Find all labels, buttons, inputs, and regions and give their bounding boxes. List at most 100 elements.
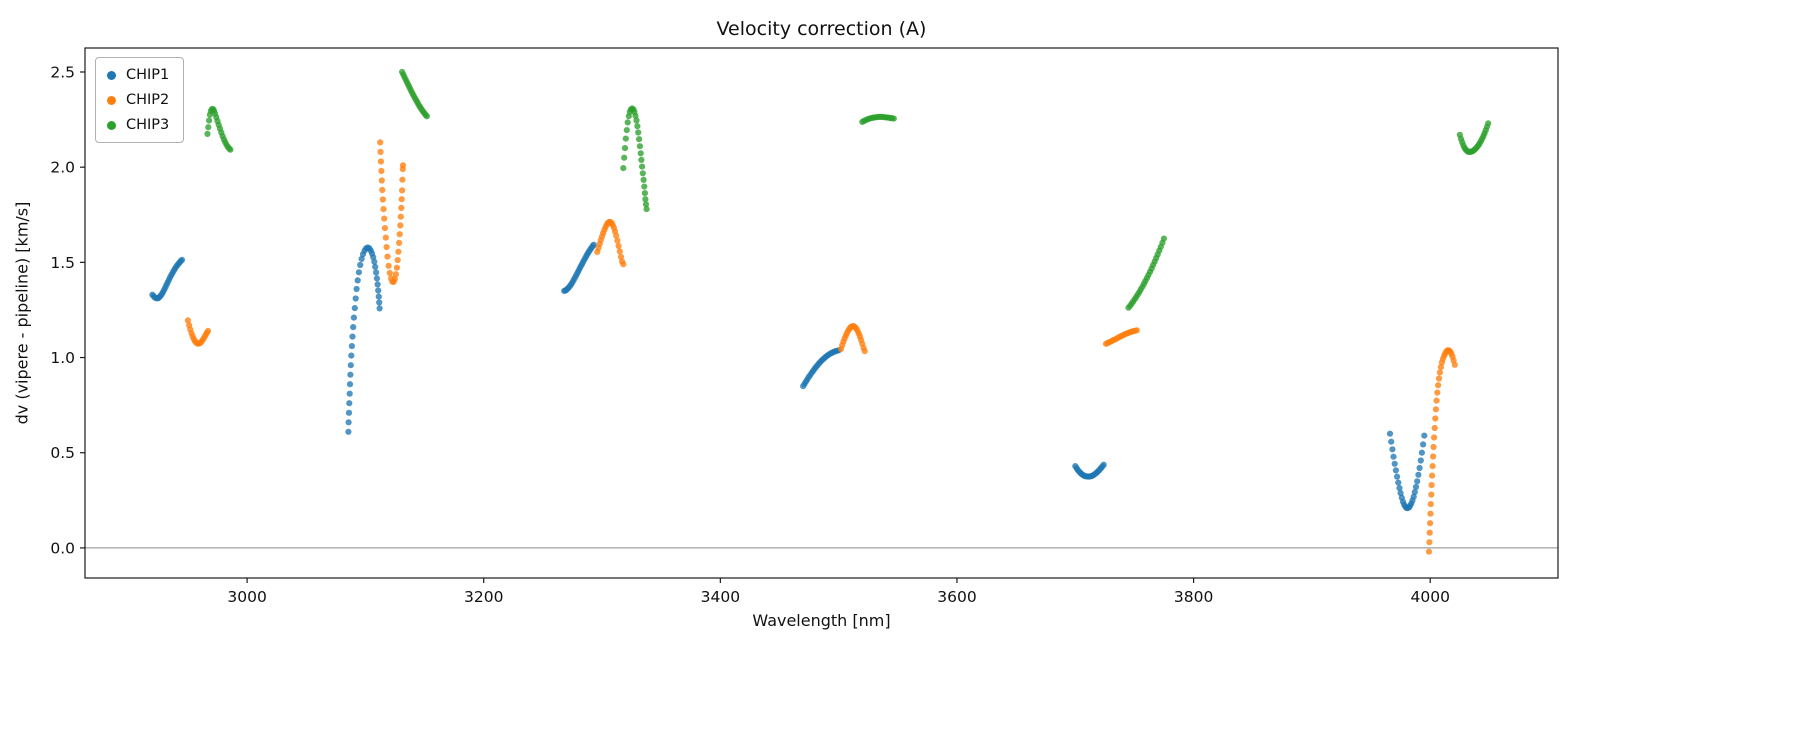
series-CHIP2-segment-2 (377, 139, 407, 285)
data-point (378, 177, 385, 184)
data-point (861, 348, 868, 355)
data-point (1411, 489, 1418, 496)
data-point (345, 419, 352, 426)
data-point (1390, 453, 1397, 460)
series-CHIP3-segment-1 (204, 106, 234, 153)
data-point (1420, 441, 1427, 448)
data-point (347, 362, 354, 369)
data-point (393, 264, 400, 271)
y-tick-label: 2.5 (50, 63, 75, 81)
data-point (1431, 434, 1438, 441)
data-point (620, 261, 627, 268)
y-tick-label: 2.0 (50, 159, 75, 177)
series-CHIP3-segment-4 (859, 113, 897, 125)
data-point (639, 170, 646, 177)
data-point (423, 113, 430, 120)
x-tick-label: 3400 (701, 588, 740, 606)
series-CHIP2-segment-3 (594, 218, 627, 268)
series-CHIP2-segment-4 (837, 323, 868, 355)
data-point (1427, 510, 1434, 517)
data-point (345, 428, 352, 435)
data-point (643, 206, 650, 213)
data-point (1414, 478, 1421, 485)
series-CHIP2-segment-6 (1425, 347, 1458, 555)
data-point (1396, 485, 1403, 492)
data-point (1429, 463, 1436, 470)
data-point (641, 183, 648, 190)
data-point (1485, 120, 1492, 127)
series-CHIP3-segment-6 (1456, 120, 1492, 155)
series-CHIP2-segment-5 (1102, 327, 1140, 347)
data-point (391, 275, 398, 282)
data-point (350, 324, 357, 331)
data-point (349, 333, 356, 340)
data-point (641, 190, 649, 197)
data-point (204, 327, 212, 334)
data-point (384, 253, 391, 260)
data-point (613, 232, 620, 239)
data-point (396, 231, 403, 238)
data-point (396, 239, 403, 246)
data-point (399, 187, 406, 194)
x-tick-label: 4000 (1410, 588, 1449, 606)
data-point (1435, 382, 1442, 389)
data-point (1412, 483, 1420, 491)
data-point (1431, 424, 1438, 432)
data-point (890, 115, 897, 122)
data-point (621, 154, 628, 161)
data-point (1426, 539, 1433, 546)
x-tick-label: 3800 (1174, 588, 1213, 606)
data-point (1427, 501, 1434, 508)
data-point (1429, 472, 1436, 479)
data-point (178, 256, 186, 263)
data-point (1421, 432, 1428, 439)
data-point (380, 206, 387, 213)
series-CHIP1-segment-5 (1072, 461, 1107, 480)
series-CHIP1-segment-6 (1386, 430, 1428, 512)
data-point (638, 156, 645, 163)
y-tick-label: 1.0 (50, 349, 75, 367)
data-point (357, 261, 364, 269)
data-point (347, 371, 354, 378)
data-point (1392, 467, 1399, 474)
data-point (398, 204, 405, 211)
data-point (399, 162, 407, 169)
data-point (353, 285, 360, 293)
data-point (372, 263, 379, 270)
y-tick-label: 0.5 (50, 444, 75, 462)
data-point (615, 242, 622, 250)
data-point (355, 269, 362, 276)
data-point (1391, 460, 1398, 467)
data-point (1430, 453, 1437, 460)
data-point (1432, 415, 1439, 422)
data-point (358, 255, 365, 262)
data-point (1394, 473, 1401, 480)
data-point (379, 186, 386, 194)
data-point (1434, 389, 1441, 396)
legend-item-CHIP3: CHIP3 (107, 117, 169, 133)
legend-marker-icon (107, 120, 116, 130)
data-point (1160, 235, 1167, 242)
series-CHIP1-segment-4 (800, 347, 842, 390)
data-point (352, 295, 359, 302)
data-point (354, 277, 361, 284)
data-point (371, 258, 378, 265)
data-point (346, 400, 353, 407)
x-tick-label: 3000 (227, 588, 266, 606)
data-point (632, 112, 639, 119)
x-tick-label: 3600 (937, 588, 976, 606)
data-point (1133, 327, 1140, 334)
data-point (635, 129, 642, 136)
data-point (394, 257, 401, 264)
legend-label: CHIP1 (126, 67, 170, 83)
data-point (392, 271, 399, 278)
data-point (624, 119, 631, 126)
data-point (637, 150, 644, 157)
data-point (397, 213, 404, 220)
chart-title: Velocity correction (A) (716, 18, 927, 40)
data-point (1417, 457, 1424, 464)
data-point (375, 293, 382, 300)
data-point (376, 305, 383, 312)
series-CHIP1-segment-1 (149, 256, 186, 302)
